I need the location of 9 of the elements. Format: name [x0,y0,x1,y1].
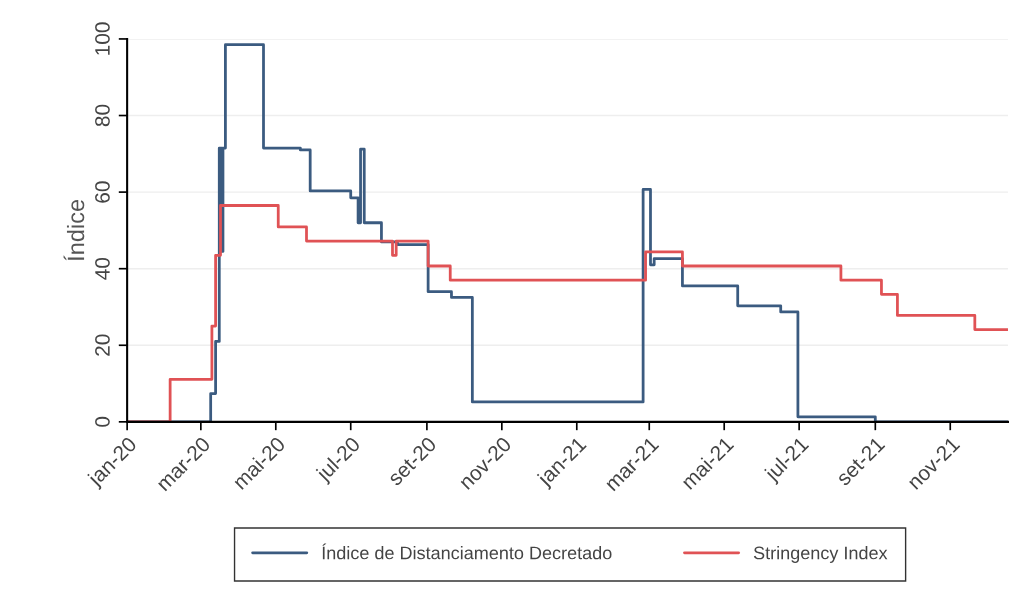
y-tick-label: 60 [95,181,110,203]
y-tick-label: 20 [95,334,110,356]
y-tick-label: 0 [95,416,110,427]
y-tick-label: 100 [95,22,110,55]
y-tick-label: 80 [95,104,110,127]
legend-label: Índice de Distanciamento Decretado [322,543,612,560]
legend-label: Stringency Index [753,546,888,563]
y-tick-label: 40 [95,257,110,280]
y-axis-title: Índice [63,199,85,261]
